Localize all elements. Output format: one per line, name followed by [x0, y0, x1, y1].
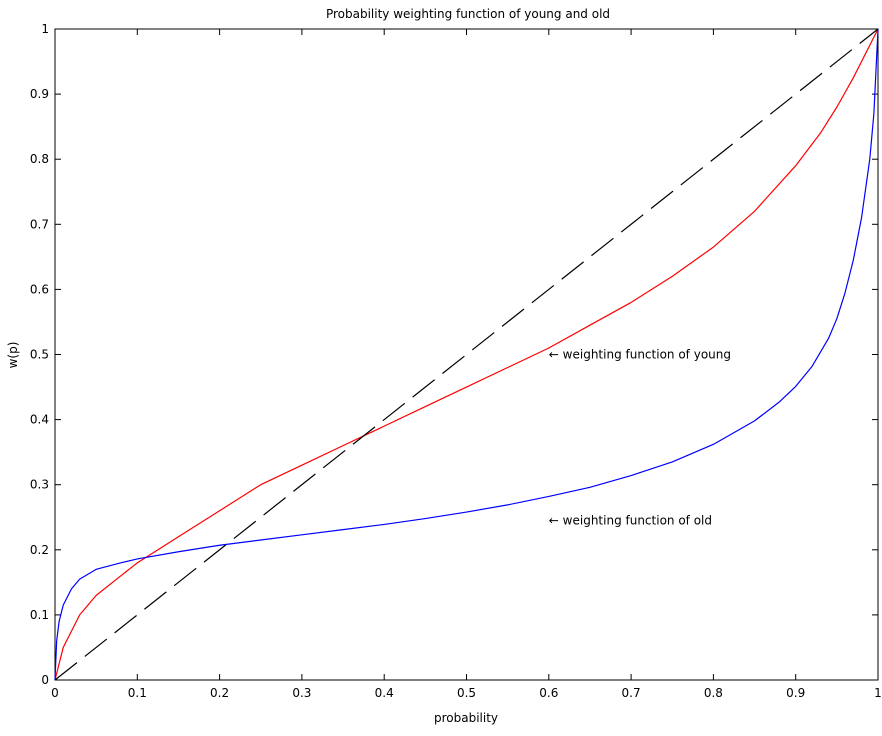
x-tick-label: 0.6 [539, 686, 558, 700]
y-axis-label: w(p) [6, 342, 20, 369]
x-tick-label: 0.7 [622, 686, 641, 700]
x-tick-label: 0.8 [704, 686, 723, 700]
annotation-layer: ← weighting function of young ← weighting… [549, 348, 731, 528]
y-tick-label: 0 [41, 673, 49, 687]
y-tick-label: 0.7 [30, 217, 49, 231]
x-tick-label: 1 [874, 686, 882, 700]
y-tick-label: 0.9 [30, 87, 49, 101]
y-tick-label: 0.5 [30, 348, 49, 362]
x-tick-label: 0.9 [786, 686, 805, 700]
y-tick-label: 0.6 [30, 282, 49, 296]
y-tick-label: 0.4 [30, 413, 49, 427]
series-line-young [54, 28, 879, 681]
y-tick-label: 0.8 [30, 152, 49, 166]
x-tick-label: 0.1 [128, 686, 147, 700]
annotation-label: ← weighting function of old [549, 514, 712, 528]
x-axis-label: probability [434, 711, 498, 725]
chart-title: Probability weighting function of young … [326, 7, 610, 21]
x-tick-label: 0 [51, 686, 59, 700]
x-tick-label: 0.2 [210, 686, 229, 700]
x-tick-label: 0.3 [292, 686, 311, 700]
x-tick-label: 0.5 [457, 686, 476, 700]
annotation-label: ← weighting function of young [549, 348, 731, 362]
x-tick-label: 0.4 [375, 686, 394, 700]
y-axis-ticks: 0 0.1 0.2 0.3 0.4 0.5 0.6 0.7 0.8 0.9 1 [30, 22, 878, 687]
series-layer [54, 28, 879, 681]
x-axis-ticks: 0 0.1 0.2 0.3 0.4 0.5 0.6 0.7 0.8 0.9 1 [51, 29, 882, 700]
y-tick-label: 1 [41, 22, 49, 36]
y-tick-label: 0.1 [30, 608, 49, 622]
series-line-old [54, 28, 879, 681]
y-tick-label: 0.2 [30, 543, 49, 557]
series-line-diagonal [54, 28, 879, 681]
y-tick-label: 0.3 [30, 478, 49, 492]
